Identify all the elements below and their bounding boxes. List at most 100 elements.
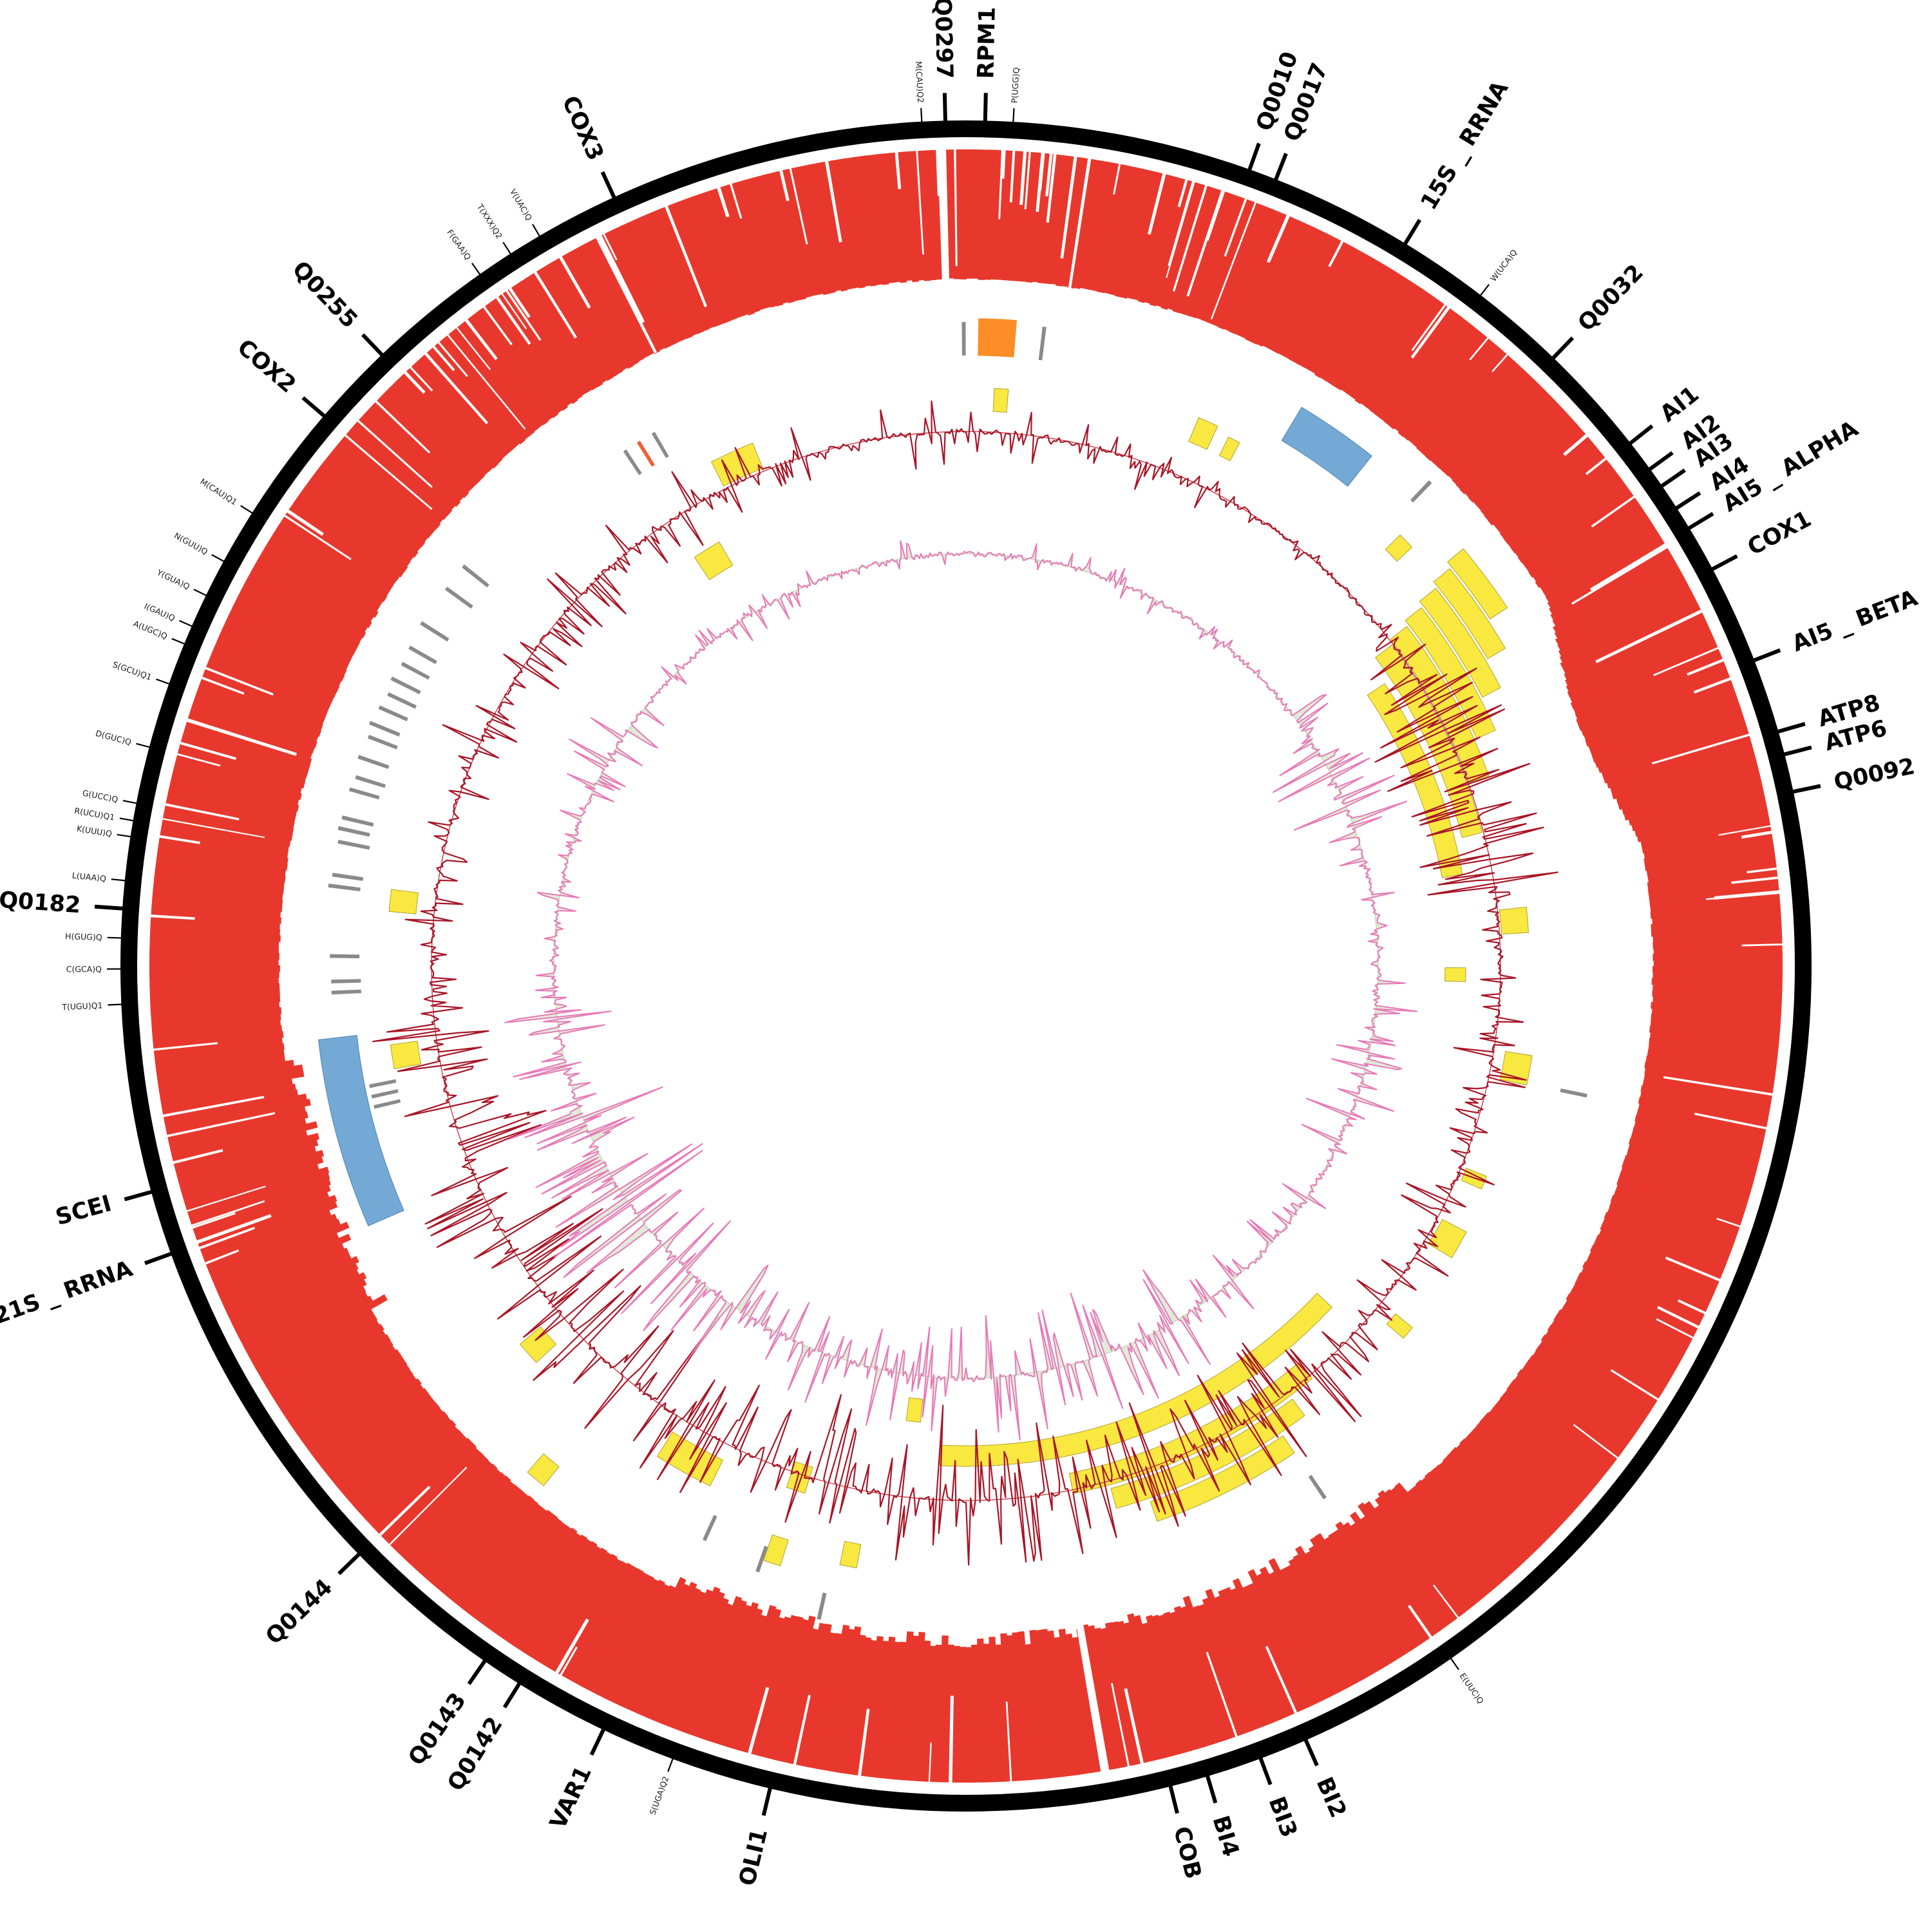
trna-tick	[623, 449, 642, 475]
coverage-dropout	[1656, 1318, 1695, 1340]
coverage-dropout	[1068, 157, 1092, 291]
gene-label: AI5 _ BETA	[1788, 585, 1921, 657]
gene-label: RPM1	[973, 6, 1001, 79]
gene-label: OLI1	[735, 1826, 773, 1888]
coverage-dropout	[595, 235, 658, 354]
feature-block-yellow	[710, 442, 764, 487]
trna-tick	[1038, 327, 1046, 361]
gene-label: 15S _ RRNA	[1416, 77, 1514, 214]
coverage-dropout	[602, 232, 618, 261]
trna-tick	[401, 661, 430, 680]
trna-tick-mark	[532, 223, 545, 244]
gene-tick	[467, 1653, 491, 1685]
coverage-ring	[149, 148, 1784, 1784]
trna-label: N(GUU)Q	[173, 531, 209, 556]
coverage-dropout	[378, 1486, 431, 1537]
coverage-dropout	[1328, 240, 1345, 267]
coverage-dropout	[1693, 677, 1732, 694]
trna-tick	[703, 1515, 717, 1541]
feature-block-yellow	[786, 1461, 813, 1494]
gene-tick	[1770, 722, 1806, 736]
coverage-dropout	[1585, 457, 1608, 475]
trna-tick	[332, 873, 364, 881]
coverage-dropout	[1036, 151, 1045, 213]
feature-block-yellow	[1386, 1313, 1413, 1339]
trna-tick-mark	[111, 878, 133, 882]
feature-block-yellow	[905, 1397, 923, 1423]
coverage-dropout	[185, 717, 297, 756]
trna-tick	[371, 1089, 399, 1099]
coverage-dropout	[1210, 201, 1257, 319]
coverage-dropout	[1265, 1645, 1298, 1715]
gene-label: BI4	[1208, 1813, 1244, 1860]
gene-tick	[600, 171, 620, 206]
gene-label: VAR1	[545, 1762, 597, 1833]
coverage-dropout	[204, 1249, 240, 1265]
trna-label: P(UGG)Q	[1009, 67, 1021, 104]
coverage-dropout	[409, 365, 433, 392]
feature-block-yellow	[1499, 906, 1530, 935]
coverage-dropout	[388, 1466, 468, 1546]
gene-tick	[1245, 142, 1261, 178]
ring-gap	[937, 148, 951, 311]
coverage-dropout	[1045, 152, 1053, 196]
trna-tick-mark	[1475, 284, 1490, 303]
coverage-dropout	[285, 509, 324, 536]
feature-block-yellow	[763, 1534, 789, 1567]
coverage-dropout	[1741, 830, 1774, 839]
coverage-dropout	[190, 1200, 265, 1227]
gene-tick	[983, 93, 988, 129]
coverage-dropout	[152, 1042, 218, 1051]
coverage-dropout	[1432, 1584, 1460, 1620]
coverage-dropout	[195, 1214, 272, 1244]
coverage-dropout	[464, 318, 498, 361]
pink-line-track	[504, 540, 1418, 1441]
coverage-dropout	[505, 289, 542, 341]
trna-tick	[378, 705, 408, 721]
trna-label: G(UCC)Q	[82, 788, 119, 804]
trna-tick-mark	[108, 1003, 130, 1006]
gene-tick	[1203, 1767, 1218, 1804]
trna-tick	[651, 431, 669, 459]
trna-tick	[341, 815, 374, 827]
trna-tick-mark	[1012, 108, 1015, 131]
feature-block-yellow	[992, 388, 1009, 413]
gene-label: COB	[1168, 1824, 1206, 1881]
coverage-dropout	[482, 305, 513, 346]
trna-tick	[444, 587, 473, 609]
trna-tick	[331, 979, 361, 983]
coverage-dropout	[356, 419, 433, 488]
coverage-dropout	[1177, 178, 1188, 207]
trna-label: C(GCA)Q	[66, 964, 102, 974]
gene-tick	[1669, 491, 1701, 515]
gene-label: COX1	[1743, 506, 1815, 561]
coverage-dropout	[149, 914, 195, 920]
trna-label: A(UGC)Q	[132, 618, 169, 641]
gene-tick	[94, 904, 131, 911]
feature-block-yellow	[527, 1453, 560, 1486]
coverage-dropout	[1651, 733, 1751, 764]
feature-block-yellow	[1068, 1362, 1313, 1494]
coverage-dropout	[1665, 1256, 1721, 1282]
trna-tick	[369, 721, 401, 737]
coverage-dropout	[1009, 149, 1016, 203]
coverage-dropout	[928, 1742, 932, 1783]
feature-block-yellow	[1110, 1398, 1305, 1509]
rrna-block	[1281, 406, 1372, 487]
trna-label: M(CAU)Q1	[198, 477, 239, 507]
trna-label: H(GUG)Q	[65, 931, 102, 942]
pink-signal	[504, 540, 1418, 1441]
trna-tick-mark	[156, 678, 177, 688]
gene-label: Q0144	[261, 1575, 337, 1650]
trna-tick	[331, 989, 361, 995]
coverage-dropout	[204, 666, 274, 696]
coverage-dropout	[998, 149, 1004, 220]
trna-tick-mark	[1445, 1651, 1460, 1671]
coverage-dropout	[1694, 1112, 1768, 1130]
feature-block-yellow	[1150, 1435, 1295, 1522]
gene-tick	[761, 1779, 774, 1816]
gene-tick	[1745, 648, 1781, 665]
outer-ring	[120, 120, 1812, 1812]
trna-tick-mark	[117, 833, 139, 839]
coverage-dropout	[1113, 162, 1121, 195]
